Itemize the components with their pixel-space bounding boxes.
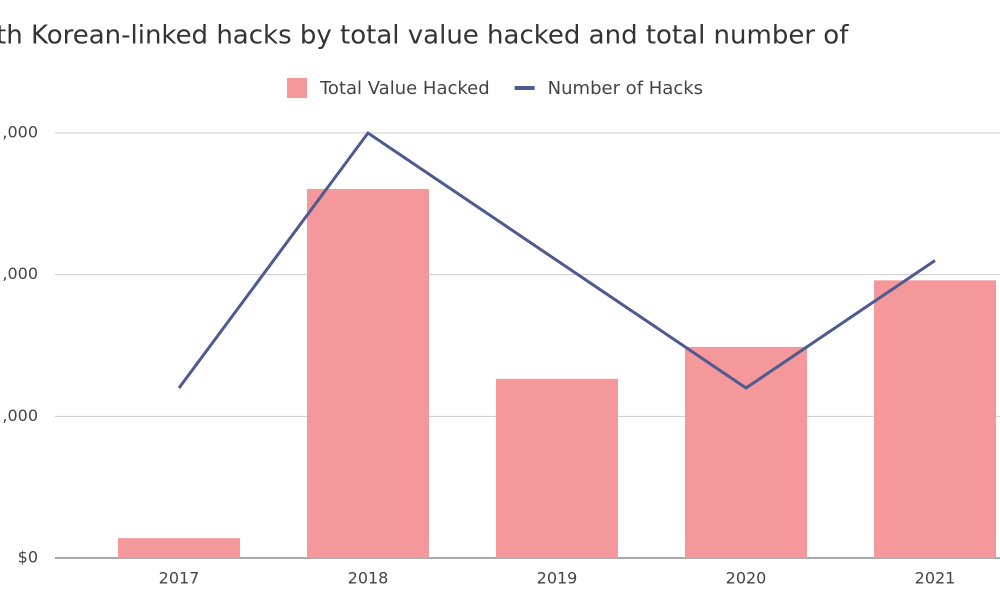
y-tick-label: ,000	[2, 406, 38, 425]
legend-swatch	[287, 78, 307, 98]
y-tick-label: ,000	[2, 123, 38, 142]
bar	[307, 188, 429, 559]
bar	[874, 280, 996, 558]
y-tick-label: ,000	[2, 264, 38, 283]
legend-label: Total Value Hacked	[319, 78, 490, 99]
bar	[118, 538, 240, 558]
x-tick-label: 2017	[159, 569, 200, 588]
line	[177, 130, 936, 390]
legend-label: Number of Hacks	[548, 78, 703, 99]
bar	[685, 346, 807, 558]
x-tick-label: 2019	[537, 569, 578, 588]
x-tick-label: 2020	[726, 569, 767, 588]
bar	[496, 378, 618, 558]
y-tick-label: $0	[18, 548, 38, 567]
x-tick-label: 2021	[915, 569, 956, 588]
chart-title: th Korean-linked hacks by total value ha…	[0, 21, 849, 51]
x-tick-label: 2018	[348, 569, 389, 588]
